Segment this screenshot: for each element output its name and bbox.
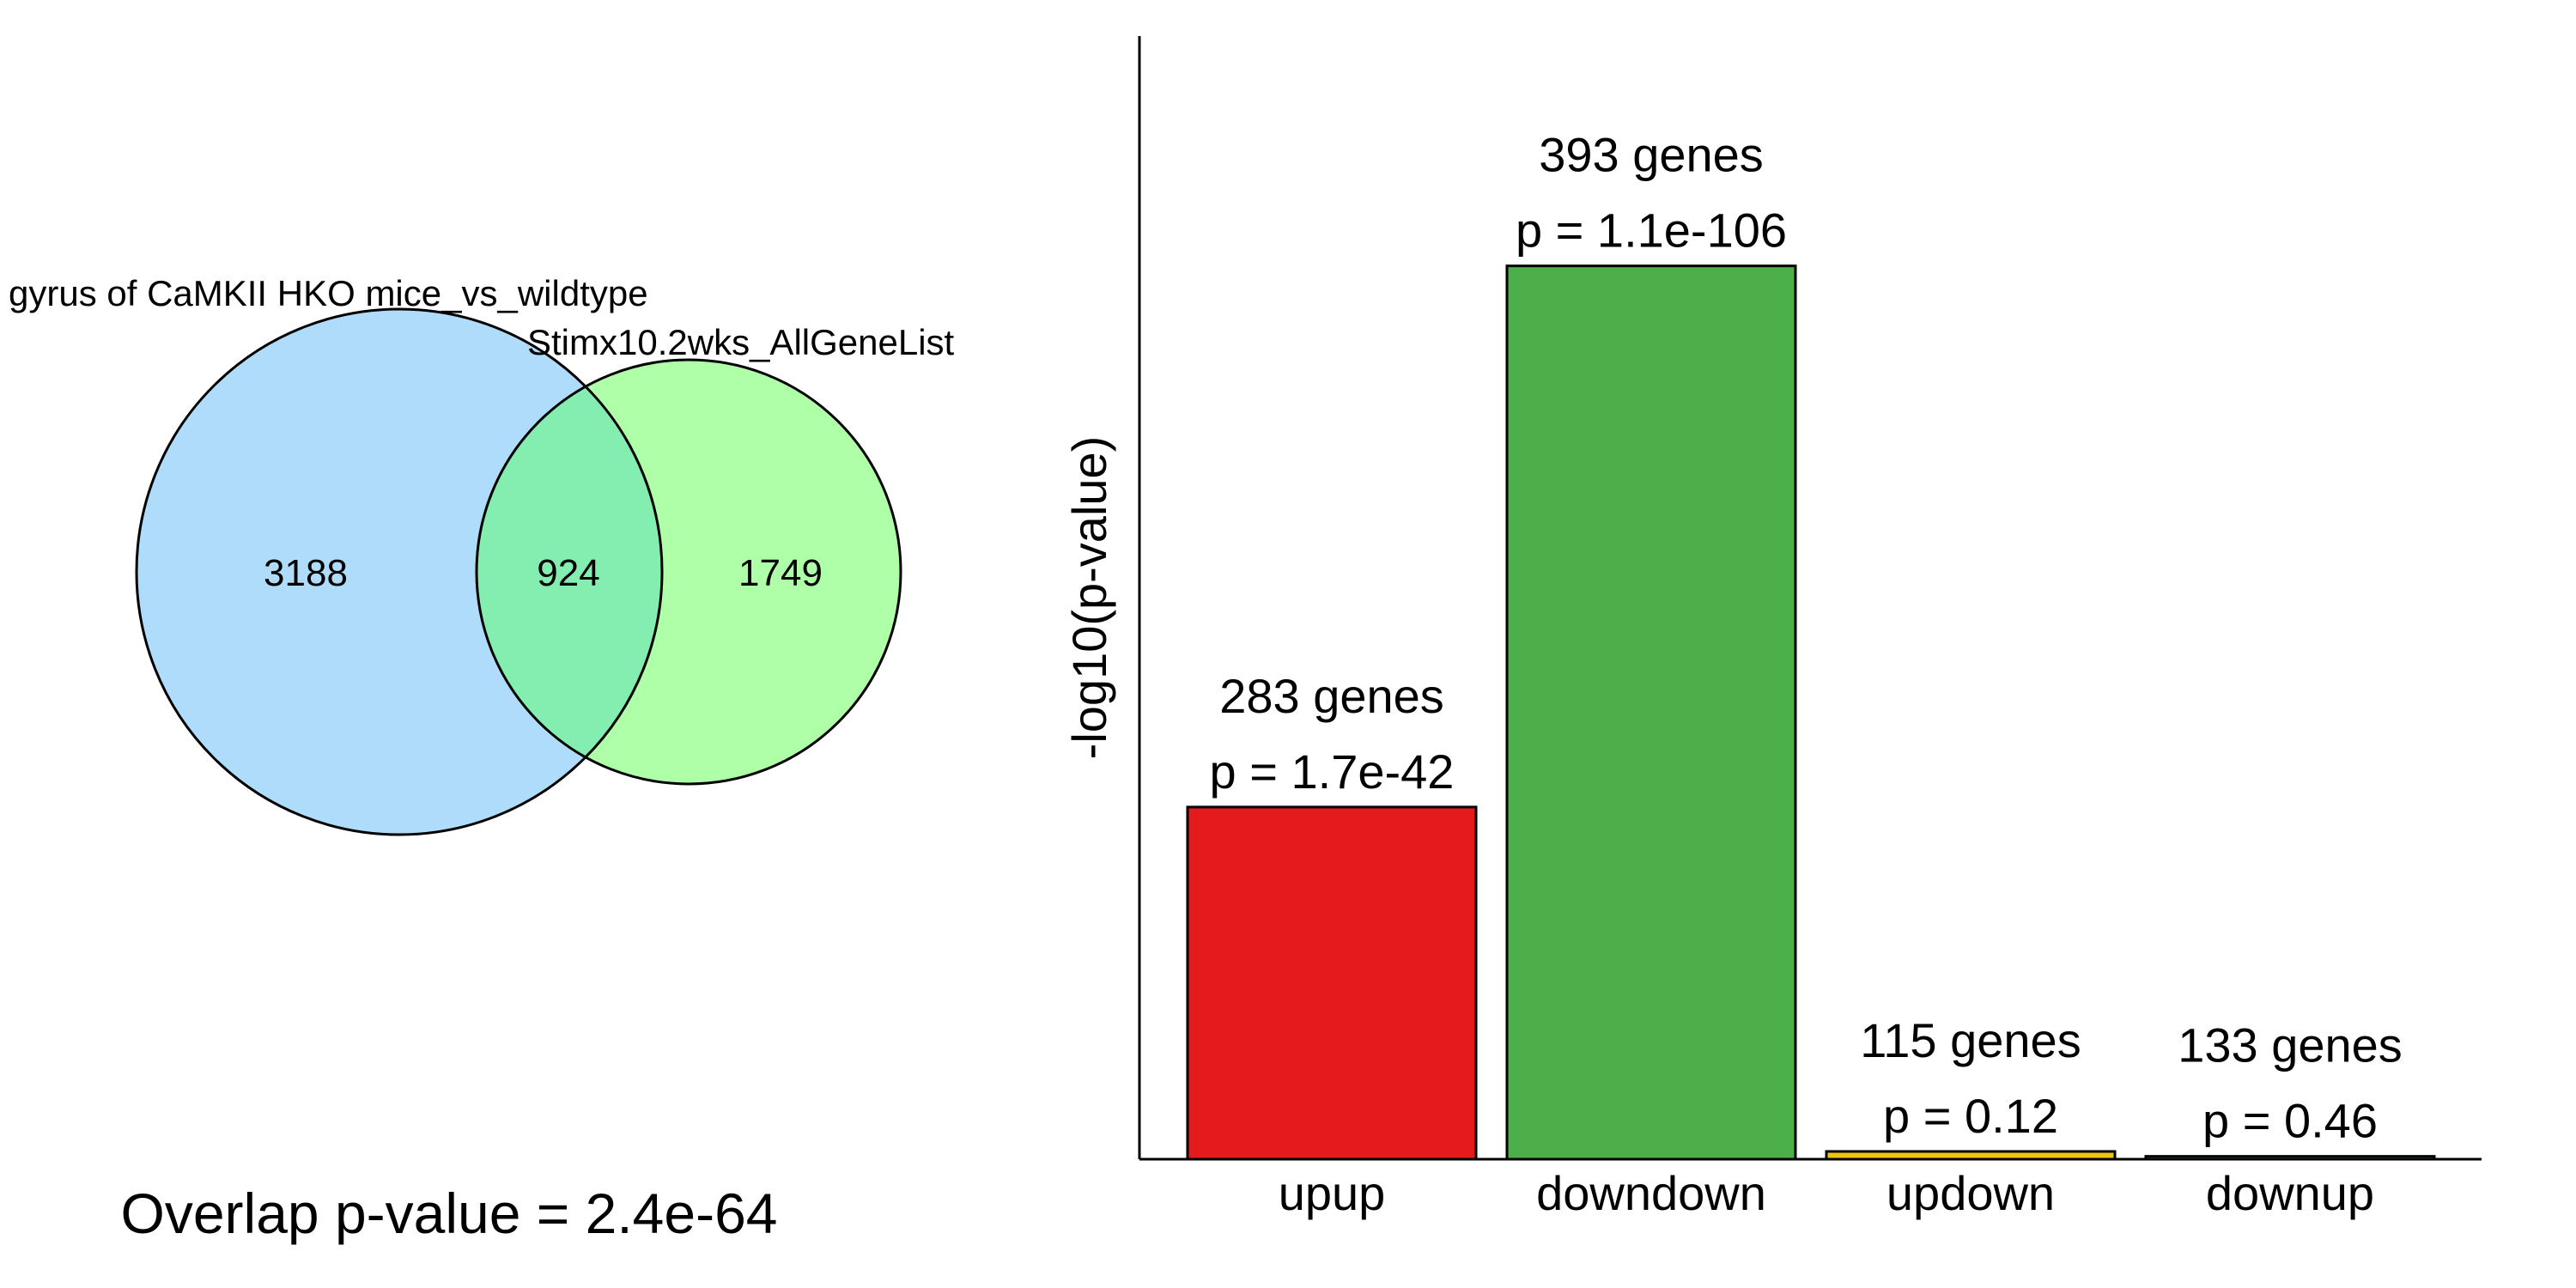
bar-count-label-downup: 133 genes	[2178, 1018, 2403, 1072]
venn-set-b-label: Stimx10.2wks_AllGeneList	[527, 322, 955, 362]
bar-pvalue-label-downdown: p = 1.1e-106	[1516, 204, 1787, 258]
venn-set-a-label: gyrus of CaMKII HKO mice_vs_wildtype	[9, 273, 648, 313]
bar-pvalue-label-updown: p = 0.12	[1883, 1089, 2058, 1143]
x-tick-label-updown: updown	[1886, 1166, 2055, 1220]
bar-chart: 283 genes p = 1.7e-42 393 genes p = 1.1e-10…	[1062, 36, 2482, 1220]
venn-count-only-b: 1749	[738, 552, 823, 594]
bar-pvalue-label-upup: p = 1.7e-42	[1210, 744, 1455, 799]
venn-count-only-a: 3188	[264, 552, 348, 594]
bar-upup	[1186, 805, 1478, 1161]
bar-series	[1186, 264, 2436, 1161]
bar-count-label-downdown: 393 genes	[1539, 128, 1764, 182]
venn-diagram: gyrus of CaMKII HKO mice_vs_wildtype Sti…	[9, 273, 955, 1245]
venn-circle-a-outline	[135, 307, 664, 836]
venn-count-both: 924	[537, 552, 599, 594]
venn-overlap-region	[477, 360, 662, 784]
bar-count-label-upup: 283 genes	[1219, 669, 1444, 723]
x-tick-label-upup: upup	[1279, 1166, 1386, 1220]
y-axis-title: -log10(p-value)	[1062, 436, 1116, 760]
overlap-p-value: Overlap p-value = 2.4e-64	[121, 1182, 778, 1245]
bar-pvalue-label-downup: p = 0.46	[2202, 1094, 2378, 1148]
x-tick-label-downup: downup	[2206, 1166, 2374, 1220]
bar-count-label-updown: 115 genes	[1860, 1013, 2081, 1067]
bar-downdown	[1505, 264, 1797, 1161]
x-tick-labels: upup downdown updown downup	[1279, 1166, 2374, 1220]
venn-circle-b-outline	[475, 358, 902, 786]
bar-annotations: 283 genes p = 1.7e-42 393 genes p = 1.1e-10…	[1210, 128, 2403, 1148]
x-tick-label-downdown: downdown	[1536, 1166, 1766, 1220]
